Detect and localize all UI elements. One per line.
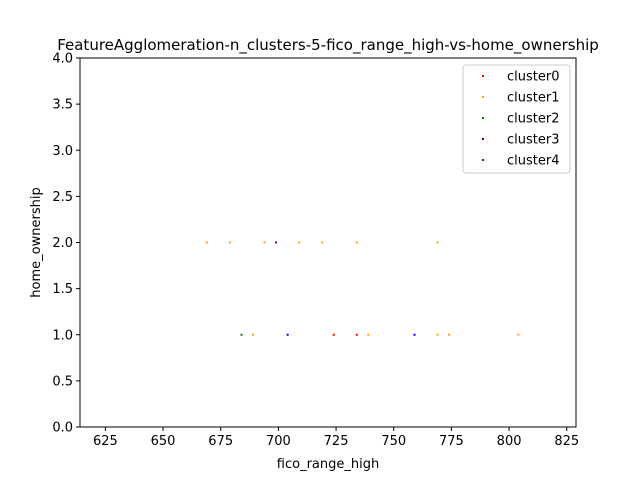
point-cluster1 bbox=[252, 333, 255, 336]
x-tick-label: 800 bbox=[497, 434, 522, 449]
point-cluster1 bbox=[298, 241, 301, 244]
legend-label: cluster1 bbox=[507, 91, 559, 106]
legend-marker bbox=[482, 117, 484, 119]
x-tick-label: 750 bbox=[381, 434, 406, 449]
point-cluster0 bbox=[332, 333, 335, 336]
point-cluster3 bbox=[413, 333, 416, 336]
legend-marker bbox=[482, 75, 484, 77]
x-tick-label: 825 bbox=[554, 434, 579, 449]
y-tick-label: 1.5 bbox=[52, 282, 73, 297]
point-cluster1 bbox=[228, 241, 231, 244]
chart-title: FeatureAgglomeration-n_clusters-5-fico_r… bbox=[57, 36, 599, 55]
legend-marker bbox=[482, 96, 484, 98]
point-cluster4 bbox=[275, 241, 278, 244]
point-cluster1 bbox=[517, 333, 520, 336]
point-cluster1 bbox=[436, 333, 439, 336]
legend-label: cluster2 bbox=[507, 112, 559, 127]
point-cluster1 bbox=[367, 333, 370, 336]
y-tick-label: 1.0 bbox=[52, 328, 73, 343]
point-cluster1 bbox=[355, 241, 358, 244]
y-tick-label: 4.0 bbox=[52, 52, 73, 67]
legend-marker bbox=[482, 159, 484, 161]
y-tick-label: 2.5 bbox=[52, 190, 73, 205]
y-tick-label: 2.0 bbox=[52, 236, 73, 251]
point-cluster2 bbox=[240, 333, 243, 336]
point-cluster0 bbox=[355, 333, 358, 336]
point-cluster1 bbox=[436, 241, 439, 244]
y-tick-label: 0.5 bbox=[52, 374, 73, 389]
x-tick-label: 775 bbox=[439, 434, 464, 449]
x-tick-label: 675 bbox=[208, 434, 233, 449]
legend-marker bbox=[482, 138, 484, 140]
y-tick-label: 3.5 bbox=[52, 98, 73, 113]
y-axis: 0.0 0.5 1.0 1.5 2.0 2.5 3.0 3.5 4.0 bbox=[52, 52, 80, 436]
x-axis: 625 650 675 700 725 750 775 800 825 bbox=[93, 427, 579, 449]
y-tick-label: 3.0 bbox=[52, 144, 73, 159]
legend-frame bbox=[462, 64, 571, 174]
point-cluster3 bbox=[286, 333, 289, 336]
legend-label: cluster0 bbox=[507, 70, 559, 85]
x-tick-label: 625 bbox=[93, 434, 118, 449]
legend-label: cluster4 bbox=[507, 154, 559, 169]
x-tick-label: 650 bbox=[151, 434, 176, 449]
point-cluster1 bbox=[263, 241, 266, 244]
point-cluster1 bbox=[448, 333, 451, 336]
x-axis-label: fico_range_high bbox=[277, 457, 379, 472]
data-points bbox=[205, 241, 520, 336]
y-tick-label: 0.0 bbox=[52, 421, 73, 436]
x-tick-label: 725 bbox=[324, 434, 349, 449]
point-cluster1 bbox=[321, 241, 324, 244]
point-cluster1 bbox=[205, 241, 208, 244]
legend: cluster0 cluster1 cluster2 cluster3 cluster4 bbox=[462, 64, 571, 174]
x-tick-label: 700 bbox=[266, 434, 291, 449]
legend-label: cluster3 bbox=[507, 133, 559, 148]
y-axis-label: home_ownership bbox=[29, 187, 44, 297]
